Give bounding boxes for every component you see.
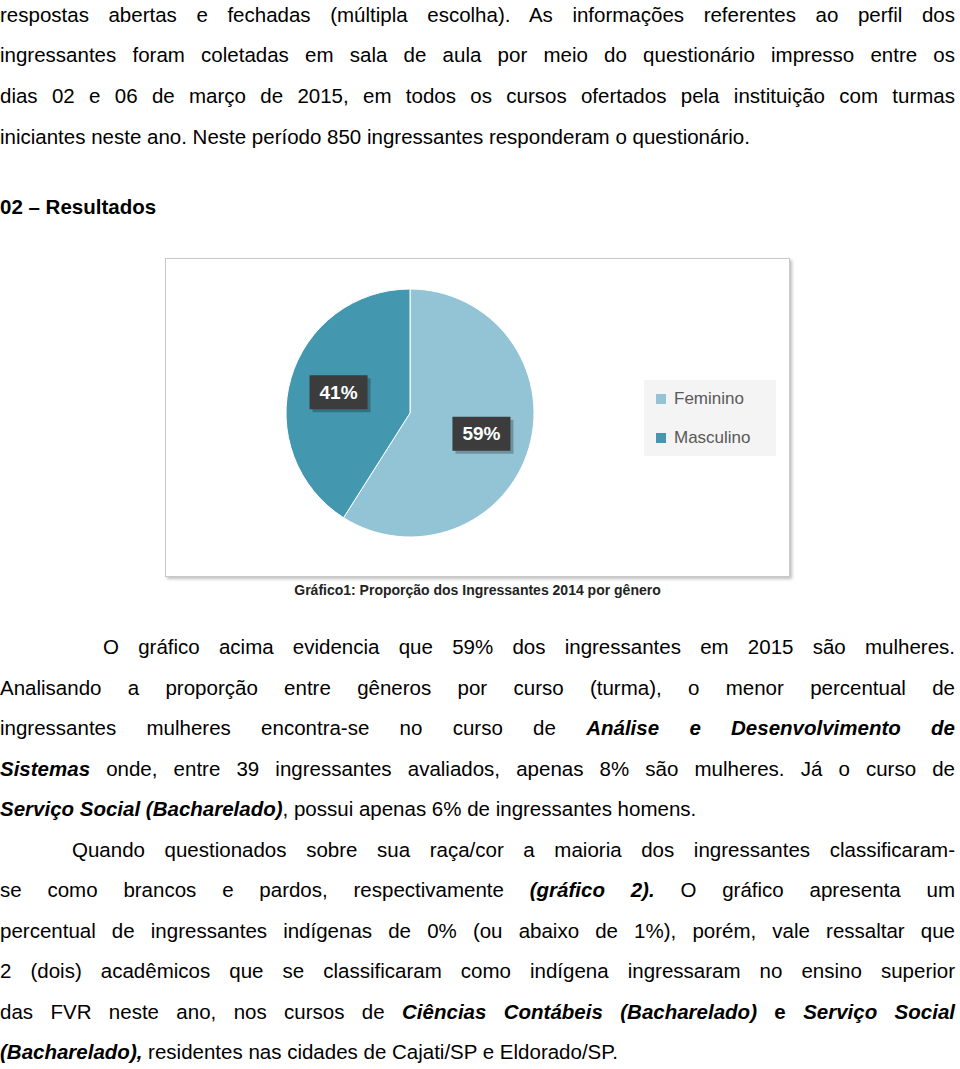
html-text:se como brancos e pardos, resp: se como brancos e pardos, respectivament… — [0, 878, 955, 901]
html-text:Quando questionados sobre sua: Quando questionados sobre sua raça/cor a… — [72, 837, 955, 861]
html-text:ingressantes mulheres encontra: ingressantes mulheres encontra-se no cur… — [0, 716, 955, 739]
html-text:Masculino: Masculino — [674, 428, 751, 447]
html-text:O gráfico acima evidencia que: O gráfico acima evidencia que 59% dos in… — [103, 635, 955, 658]
html-text:(Bacharelado), residentes nas: (Bacharelado), residentes nas cidades de… — [0, 1040, 618, 1063]
html-text:percentual de ingressantes ind: percentual de ingressantes indígenas de … — [0, 918, 955, 942]
html-text:02 – Resultados: 02 – Resultados — [0, 195, 157, 218]
html-text:Analisando a proporção entre g: Analisando a proporção entre gêneros por… — [0, 675, 955, 699]
html-text:das FVR neste ano, nos cursos: das FVR neste ano, nos cursos de Ciência… — [0, 999, 955, 1023]
html-text:Sistemas onde, entre 39 ingres: Sistemas onde, entre 39 ingressantes ava… — [0, 756, 955, 780]
svg-text:59%: 59% — [462, 423, 500, 444]
html-text:dias 02 e 06 de março de 2015,: dias 02 e 06 de março de 2015, em todos … — [0, 84, 955, 107]
html-text:2 (dois) acadêmicos que se cla: 2 (dois) acadêmicos que se classificaram… — [0, 959, 955, 982]
html-text:Gráfico1: Proporção dos Ingres: Gráfico1: Proporção dos Ingressantes 201… — [294, 582, 661, 598]
html-text:Feminino: Feminino — [674, 389, 744, 408]
html-text:Serviço Social (Bacharelado),: Serviço Social (Bacharelado), possui ape… — [0, 797, 697, 820]
html-text:iniciantes neste ano. Neste pe: iniciantes neste ano. Neste período 850 … — [0, 125, 750, 148]
html-text:respostas abertas e fechadas (: respostas abertas e fechadas (múltipla e… — [0, 3, 955, 26]
html-text:ingressantes foram coletadas e: ingressantes foram coletadas em sala de … — [0, 43, 955, 66]
svg-text:41%: 41% — [320, 382, 358, 403]
